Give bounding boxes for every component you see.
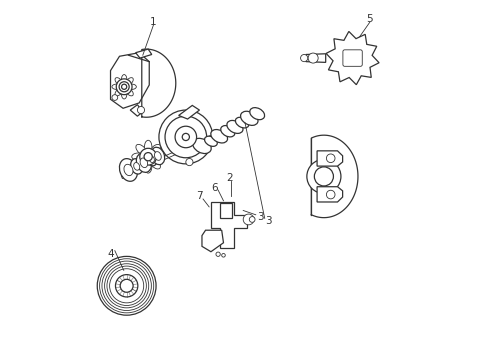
Ellipse shape	[250, 108, 265, 120]
Ellipse shape	[154, 152, 161, 160]
Polygon shape	[326, 31, 379, 85]
Ellipse shape	[147, 153, 157, 166]
Circle shape	[315, 167, 333, 186]
Ellipse shape	[151, 147, 165, 165]
Circle shape	[308, 53, 318, 63]
Polygon shape	[306, 54, 326, 62]
Ellipse shape	[235, 117, 249, 128]
Circle shape	[175, 126, 196, 148]
Circle shape	[140, 148, 157, 165]
Ellipse shape	[149, 158, 160, 169]
Circle shape	[99, 259, 154, 313]
Circle shape	[221, 253, 225, 257]
Polygon shape	[211, 202, 247, 248]
Text: 5: 5	[367, 14, 373, 24]
Text: 6: 6	[211, 183, 218, 193]
Circle shape	[144, 153, 152, 161]
Circle shape	[137, 107, 145, 114]
Polygon shape	[130, 105, 143, 116]
Circle shape	[165, 116, 207, 158]
Circle shape	[116, 79, 132, 95]
Text: 2: 2	[226, 173, 233, 183]
Polygon shape	[317, 151, 343, 166]
Text: 3: 3	[257, 212, 263, 221]
Ellipse shape	[125, 88, 133, 96]
Circle shape	[326, 154, 335, 163]
Ellipse shape	[151, 153, 165, 161]
Ellipse shape	[140, 158, 147, 167]
Ellipse shape	[122, 75, 127, 85]
Ellipse shape	[131, 159, 143, 174]
Ellipse shape	[149, 144, 160, 155]
Circle shape	[122, 84, 127, 89]
Ellipse shape	[145, 160, 152, 173]
Polygon shape	[202, 230, 223, 252]
Ellipse shape	[227, 121, 243, 134]
Circle shape	[326, 190, 335, 199]
Ellipse shape	[220, 126, 235, 137]
Circle shape	[182, 134, 190, 140]
Ellipse shape	[124, 164, 133, 176]
Ellipse shape	[149, 156, 154, 162]
Circle shape	[112, 95, 118, 100]
Ellipse shape	[241, 111, 258, 125]
Circle shape	[307, 159, 341, 193]
Ellipse shape	[136, 144, 147, 155]
Circle shape	[102, 261, 151, 310]
Polygon shape	[317, 187, 343, 202]
Circle shape	[249, 217, 255, 222]
Circle shape	[120, 279, 133, 292]
Polygon shape	[142, 49, 176, 117]
Polygon shape	[136, 49, 152, 58]
Ellipse shape	[120, 159, 138, 181]
Text: 4: 4	[107, 248, 114, 258]
Text: 1: 1	[150, 17, 157, 27]
Text: 3: 3	[265, 216, 271, 226]
Circle shape	[186, 158, 193, 166]
Circle shape	[116, 275, 138, 297]
Circle shape	[104, 264, 148, 308]
Circle shape	[107, 266, 147, 306]
Polygon shape	[311, 135, 358, 218]
Polygon shape	[220, 203, 232, 218]
Circle shape	[216, 252, 220, 256]
Ellipse shape	[193, 138, 211, 153]
Circle shape	[243, 214, 254, 225]
Polygon shape	[179, 105, 199, 119]
Ellipse shape	[125, 78, 133, 86]
Ellipse shape	[132, 153, 145, 161]
Ellipse shape	[126, 84, 136, 90]
Ellipse shape	[136, 158, 147, 169]
Ellipse shape	[115, 78, 123, 86]
Ellipse shape	[145, 140, 152, 154]
Polygon shape	[111, 53, 149, 108]
Circle shape	[300, 54, 308, 62]
FancyBboxPatch shape	[343, 50, 362, 66]
Ellipse shape	[211, 130, 227, 143]
Circle shape	[110, 269, 144, 303]
Ellipse shape	[112, 84, 122, 90]
Ellipse shape	[136, 153, 151, 172]
Ellipse shape	[204, 136, 217, 147]
Circle shape	[97, 256, 156, 315]
Ellipse shape	[134, 162, 140, 170]
Circle shape	[119, 82, 129, 92]
Circle shape	[159, 110, 213, 164]
Text: 7: 7	[196, 191, 203, 201]
Ellipse shape	[115, 88, 123, 96]
Ellipse shape	[122, 89, 127, 99]
